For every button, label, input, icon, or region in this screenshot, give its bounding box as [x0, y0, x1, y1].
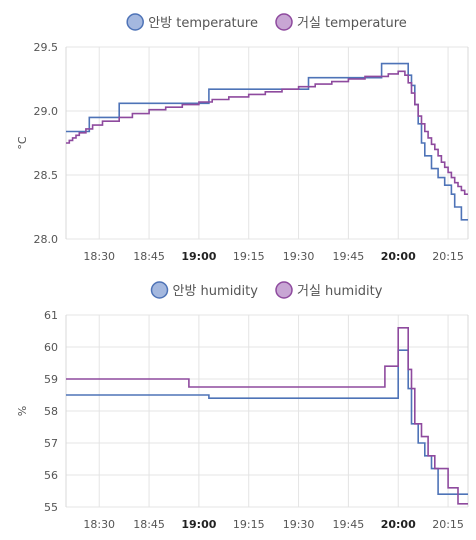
x-tick-label: 20:00 [381, 250, 416, 263]
y-tick-label: 28.5 [34, 169, 59, 182]
legend-item-1[interactable]: 거실 humidity [275, 281, 383, 299]
series-line-1 [66, 70, 468, 195]
legend-item-1[interactable]: 거실 temperature [275, 13, 407, 31]
y-tick-label: 55 [44, 501, 58, 514]
y-tick-label: 29.0 [34, 105, 59, 118]
y-tick-label: 59 [44, 373, 58, 386]
y-tick-label: 57 [44, 437, 58, 450]
legend: 안방 temperature 거실 temperature [126, 13, 407, 31]
x-tick-label: 20:00 [381, 518, 416, 531]
humidity-chart: 61 60 59 58 57 56 55 18:30 18:45 19:00 19:15 19:30 1… [0, 268, 476, 536]
x-tick-label: 19:00 [181, 518, 216, 531]
legend-item-0[interactable]: 안방 humidity [150, 281, 259, 299]
x-tick-label: 19:15 [233, 250, 265, 263]
legend-label: 거실 humidity [297, 284, 383, 299]
legend-label: 안방 humidity [173, 284, 259, 299]
x-tick-label: 19:15 [233, 518, 265, 531]
legend-swatch [275, 281, 293, 299]
humidity-chart-svg: 61 60 59 58 57 56 55 18:30 18:45 19:00 19:15 19:30 1… [16, 281, 469, 531]
legend-item-0[interactable]: 안방 temperature [126, 13, 258, 31]
y-tick-label: 56 [44, 469, 58, 482]
y-tick-label: 29.5 [34, 41, 59, 54]
x-tick-label: 19:45 [333, 518, 365, 531]
y-axis-label: % [16, 406, 29, 416]
x-tick-label: 20:15 [432, 250, 464, 263]
x-tick-label: 20:15 [432, 518, 464, 531]
x-tick-label: 18:45 [133, 250, 165, 263]
x-tick-label: 19:30 [283, 518, 315, 531]
series-line-1 [66, 327, 468, 505]
series-line-0 [66, 62, 468, 221]
series-line-0 [66, 349, 468, 495]
y-tick-label: 60 [44, 341, 58, 354]
legend: 안방 humidity 거실 humidity [150, 281, 383, 299]
x-tick-label: 19:45 [333, 250, 365, 263]
legend-swatch [150, 281, 169, 299]
legend-swatch [275, 13, 293, 31]
y-tick-label: 61 [44, 309, 58, 322]
legend-label: 거실 temperature [297, 16, 407, 31]
x-tick-label: 18:30 [83, 250, 115, 263]
x-tick-label: 19:00 [181, 250, 216, 263]
temperature-chart: 29.5 29.0 28.5 28.0 18:30 18:45 19:00 19:15 19:3… [0, 0, 476, 268]
legend-label: 안방 temperature [148, 16, 258, 31]
x-tick-label: 18:30 [83, 518, 115, 531]
legend-swatch [126, 13, 144, 31]
y-tick-label: 28.0 [34, 233, 59, 246]
x-tick-label: 18:45 [133, 518, 165, 531]
x-tick-label: 19:30 [283, 250, 315, 263]
y-tick-label: 58 [44, 405, 58, 418]
y-axis-label: °C [16, 136, 29, 150]
temperature-chart-svg: 29.5 29.0 28.5 28.0 18:30 18:45 19:00 19:15 19:3… [16, 13, 469, 263]
